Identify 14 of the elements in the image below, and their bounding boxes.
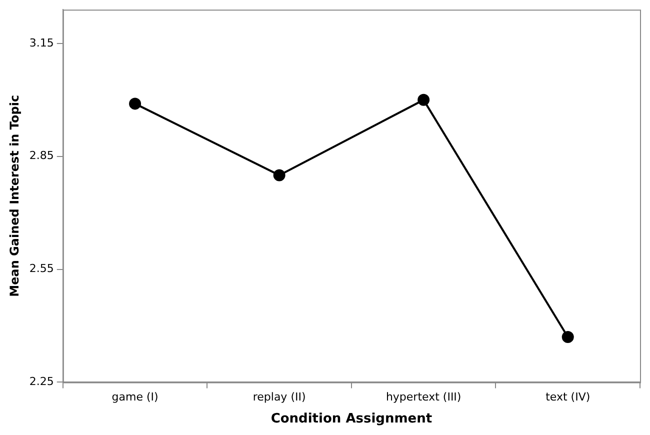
point [273, 169, 286, 182]
y-tick-label: 2.85 [29, 149, 54, 162]
x-tick-label: replay (II) [252, 390, 306, 404]
x-tick-label: game (I) [112, 390, 158, 404]
y-tick-label: 3.15 [29, 36, 54, 50]
y-axis-title: Mean Gained Interest in Topic [7, 94, 22, 297]
point [562, 331, 574, 344]
x-tick-label: hypertext (III) [386, 390, 462, 404]
x-axis-title: Condition Assignment [270, 412, 432, 427]
point [418, 94, 430, 106]
y-tick-label: 2.25 [29, 375, 54, 388]
point [129, 98, 142, 110]
y-tick-label: 2.55 [29, 262, 54, 276]
x-tick-label: text (IV) [546, 390, 590, 404]
